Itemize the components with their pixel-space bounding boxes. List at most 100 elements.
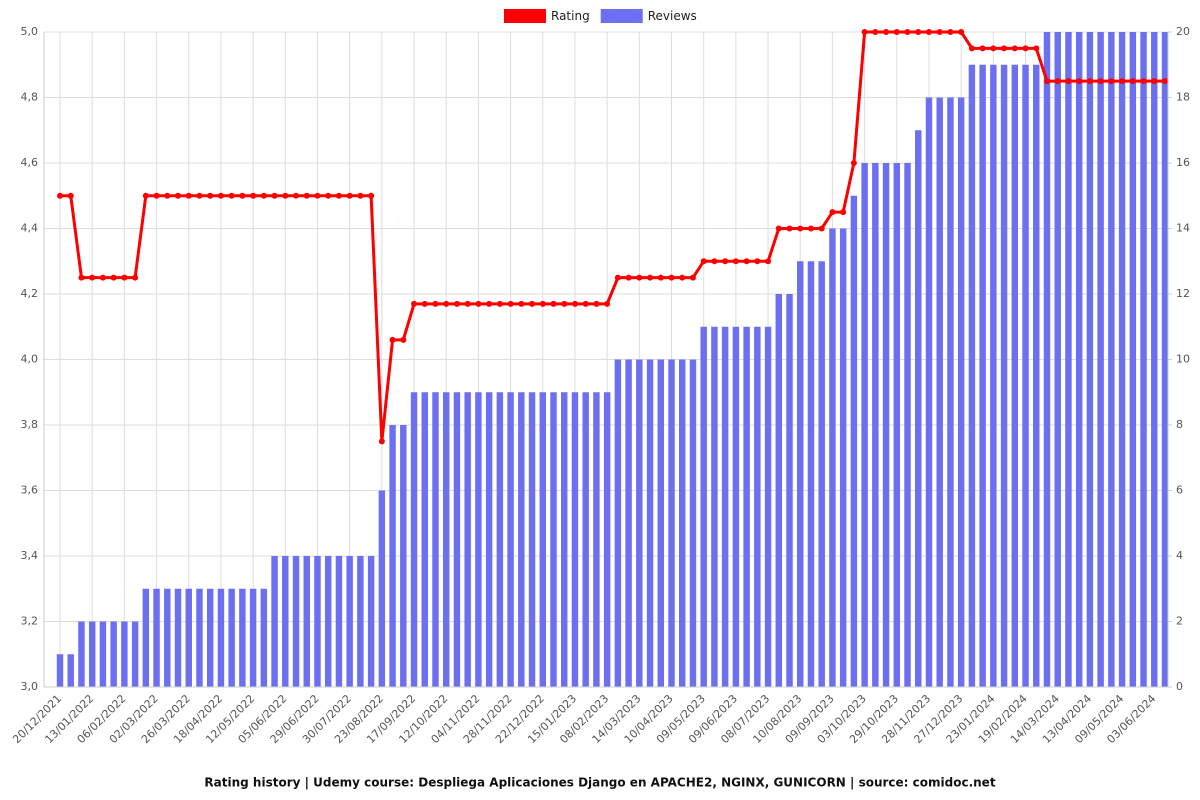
point <box>67 192 74 199</box>
bar <box>282 556 289 687</box>
bar <box>539 392 546 687</box>
point <box>132 274 139 281</box>
point <box>722 258 729 265</box>
chart-title: Rating history | Udemy course: Despliega… <box>204 776 995 790</box>
bar <box>797 261 804 687</box>
legend-label: Rating <box>551 9 590 23</box>
bar <box>1033 64 1040 687</box>
point <box>475 300 482 307</box>
point <box>271 192 278 199</box>
bar <box>872 163 879 687</box>
bar <box>174 588 182 687</box>
bar <box>839 228 847 687</box>
point <box>303 192 310 199</box>
bar <box>582 392 589 687</box>
point <box>496 300 503 307</box>
point <box>958 29 965 35</box>
y-tick-label: 4,8 <box>21 91 39 104</box>
bars <box>56 32 1169 687</box>
y2-tick-label: 6 <box>1176 484 1183 497</box>
point <box>1065 78 1072 85</box>
point <box>389 336 396 343</box>
bar <box>110 621 117 687</box>
point <box>700 258 707 265</box>
point <box>829 209 836 216</box>
bar <box>67 654 74 687</box>
bar <box>389 425 396 687</box>
point <box>582 300 589 307</box>
point <box>142 192 149 199</box>
point <box>314 192 321 199</box>
bar <box>775 294 783 687</box>
bar <box>657 359 664 687</box>
point <box>1108 78 1115 85</box>
line <box>60 30 1165 442</box>
lines <box>57 29 1168 445</box>
y-tick-label: 4,0 <box>21 353 39 366</box>
point <box>325 192 332 199</box>
bar <box>668 359 675 687</box>
bar <box>185 588 192 687</box>
bar <box>217 588 225 687</box>
point <box>368 192 375 199</box>
bar <box>550 392 557 687</box>
bar <box>121 621 128 687</box>
bar <box>786 294 793 687</box>
bar <box>764 326 772 687</box>
point <box>979 45 986 52</box>
point <box>260 192 267 199</box>
bar <box>228 588 235 687</box>
point <box>1054 78 1061 85</box>
bar <box>711 326 718 687</box>
bar <box>990 64 997 687</box>
bar <box>893 163 901 687</box>
y2-tick-label: 8 <box>1176 418 1183 431</box>
point <box>647 274 654 281</box>
bar <box>882 163 890 687</box>
point <box>443 300 450 307</box>
bar <box>1097 32 1104 687</box>
point <box>239 192 246 199</box>
y2-tick-label: 18 <box>1176 91 1190 104</box>
bar <box>153 588 160 687</box>
y2-tick-label: 14 <box>1176 222 1190 235</box>
bar <box>1022 64 1029 687</box>
bar <box>239 588 246 687</box>
bar <box>968 64 976 687</box>
bar <box>260 588 268 687</box>
bar <box>1140 32 1147 687</box>
bar <box>925 97 933 687</box>
bar <box>507 392 514 687</box>
bar <box>915 130 922 687</box>
point <box>657 274 664 281</box>
point <box>357 192 364 199</box>
y2-tick-label: 10 <box>1176 353 1190 366</box>
point <box>1086 78 1093 85</box>
y2-tick-label: 12 <box>1176 287 1190 300</box>
point <box>293 192 300 199</box>
point <box>850 160 857 166</box>
bar <box>442 392 450 687</box>
bar <box>818 261 825 687</box>
point <box>732 258 739 265</box>
point <box>518 300 525 307</box>
point <box>593 300 600 307</box>
point <box>250 192 257 199</box>
legend-label: Reviews <box>648 9 697 23</box>
point <box>539 300 546 307</box>
bar <box>625 359 632 687</box>
bar <box>56 654 64 687</box>
y-tick-label: 3,6 <box>21 484 39 497</box>
bar <box>453 392 461 687</box>
bar <box>807 261 815 687</box>
bar <box>303 556 310 687</box>
point <box>175 192 182 199</box>
point <box>335 192 342 199</box>
point <box>1022 45 1029 52</box>
point <box>968 45 975 52</box>
point <box>689 274 696 281</box>
bar <box>1108 32 1115 687</box>
y-tick-label: 4,2 <box>21 287 39 300</box>
point <box>282 192 289 199</box>
point <box>861 29 868 35</box>
